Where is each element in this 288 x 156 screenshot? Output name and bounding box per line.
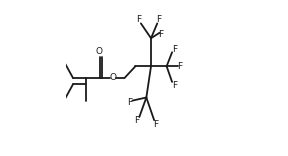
Text: F: F bbox=[159, 30, 164, 39]
Text: F: F bbox=[134, 116, 140, 125]
Text: O: O bbox=[109, 73, 116, 83]
Text: F: F bbox=[156, 15, 161, 24]
Text: F: F bbox=[172, 80, 177, 90]
Text: F: F bbox=[136, 15, 141, 24]
Text: O: O bbox=[95, 46, 102, 56]
Text: F: F bbox=[153, 119, 158, 129]
Text: F: F bbox=[177, 62, 182, 71]
Text: F: F bbox=[127, 98, 132, 107]
Text: F: F bbox=[172, 45, 177, 54]
